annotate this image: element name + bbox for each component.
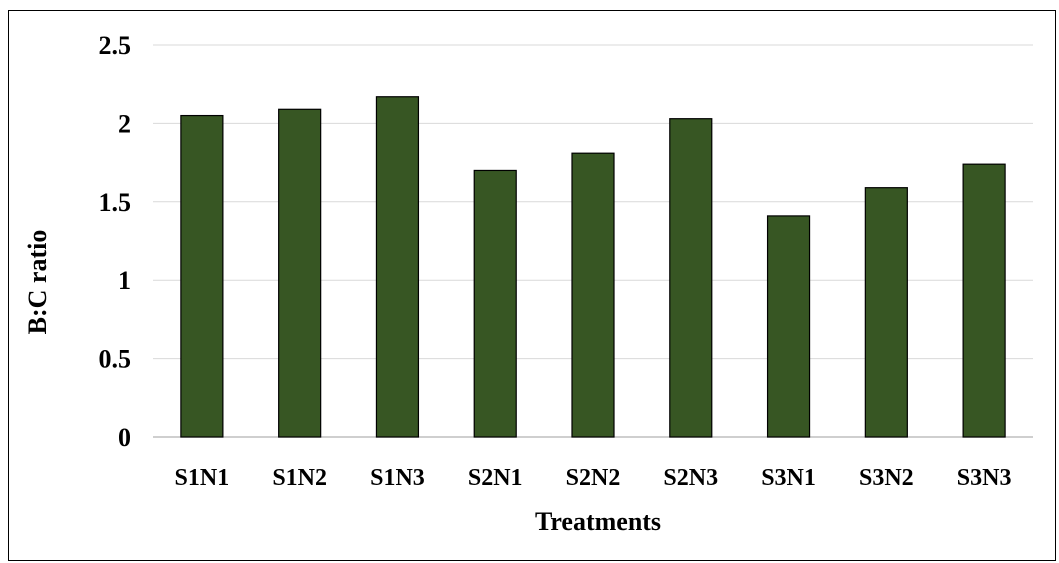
x-tick-label: S3N2 bbox=[859, 465, 914, 491]
bar-s3n3 bbox=[962, 163, 1006, 438]
bar-s2n3 bbox=[669, 118, 713, 438]
x-tick-label: S1N3 bbox=[370, 465, 425, 491]
x-tick-label: S3N3 bbox=[957, 465, 1012, 491]
x-tick-label: S1N2 bbox=[272, 465, 327, 491]
x-tick-label: S2N1 bbox=[468, 465, 523, 491]
bar-s3n2 bbox=[864, 187, 908, 438]
bar-s2n2 bbox=[571, 152, 615, 438]
bar-s1n1 bbox=[180, 114, 224, 438]
y-tick-label: 1.5 bbox=[99, 188, 132, 217]
x-axis-ticks: S1N1 S1N2 S1N3 S2N1 S2N2 S2N3 S3N1 S3N2 S3N3 bbox=[175, 465, 1012, 491]
x-tick-label: S3N1 bbox=[761, 465, 816, 491]
y-tick-label: 0 bbox=[118, 423, 131, 452]
bar-s3n1 bbox=[766, 215, 811, 438]
x-tick-label: S2N2 bbox=[566, 465, 621, 491]
y-axis-title: B:C ratio bbox=[23, 230, 52, 335]
bar-s2n1 bbox=[473, 169, 517, 438]
x-tick-label: S2N3 bbox=[663, 465, 718, 491]
y-tick-label: 2.5 bbox=[99, 31, 132, 60]
bars bbox=[180, 96, 1006, 438]
bar-s1n2 bbox=[278, 108, 322, 438]
x-axis-title: Treatments bbox=[535, 507, 661, 536]
y-tick-label: 0.5 bbox=[99, 345, 132, 374]
x-tick-label: S1N1 bbox=[175, 465, 230, 491]
y-tick-label: 1 bbox=[118, 266, 131, 295]
y-tick-label: 2 bbox=[118, 109, 131, 138]
y-axis-ticks: 0 0.5 1 1.5 2 2.5 bbox=[99, 31, 132, 452]
bar-s1n3 bbox=[375, 96, 420, 438]
